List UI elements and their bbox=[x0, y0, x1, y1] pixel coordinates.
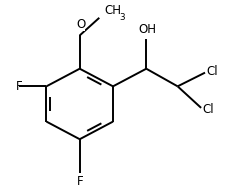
Text: F: F bbox=[16, 80, 22, 93]
Text: Cl: Cl bbox=[201, 103, 213, 116]
Text: O: O bbox=[76, 17, 85, 31]
Text: F: F bbox=[76, 175, 83, 188]
Text: Cl: Cl bbox=[205, 65, 217, 78]
Text: CH: CH bbox=[104, 4, 121, 17]
Text: OH: OH bbox=[138, 23, 155, 36]
Text: 3: 3 bbox=[118, 13, 124, 22]
